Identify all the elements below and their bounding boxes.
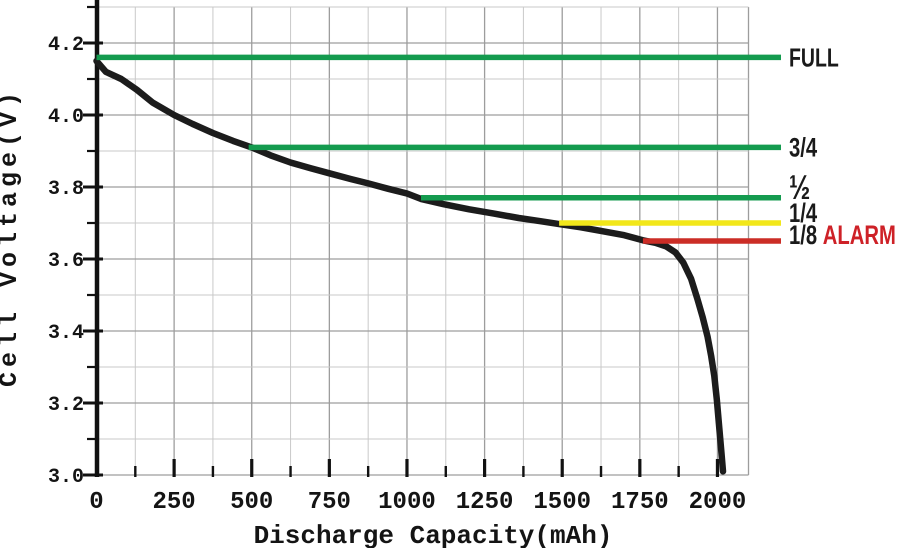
threshold-label-suffix-4: ALARM: [817, 220, 896, 251]
x-tick-label: 500: [230, 489, 273, 516]
x-tick-label: 1750: [611, 489, 669, 516]
y-tick-label: 3.4: [48, 322, 84, 345]
x-tick-label: 750: [308, 489, 351, 516]
threshold-label-4: 1/8 ALARM: [789, 220, 896, 251]
y-tick-label: 4.2: [48, 34, 84, 57]
x-tick-label: 1000: [378, 489, 436, 516]
x-tick-label: 0: [89, 489, 103, 516]
y-tick-label: 3.2: [48, 394, 84, 417]
threshold-lines-layer: [96, 54, 781, 244]
threshold-label-3: 1/4: [789, 198, 818, 229]
x-tick-label: 1500: [533, 489, 591, 516]
threshold-label-1: 3/4: [789, 133, 818, 164]
threshold-label-2: ½: [789, 169, 810, 206]
curve-layer: [93, 57, 727, 475]
x-axis-title: Discharge Capacity(mAh): [254, 521, 613, 548]
y-tick-label: 3.0: [48, 466, 84, 489]
y-axis-title: Cell Voltage(V): [0, 87, 24, 387]
threshold-label-0: FULL: [789, 43, 839, 72]
ticks-layer: [83, 5, 720, 477]
y-tick-label: 4.0: [48, 106, 84, 129]
y-tick-label: 3.8: [48, 178, 84, 201]
tick-labels-layer: 4.2 4.0 3.8 3.6 3.4 3.2 3.00 250 500 750 1000 1250 1…: [48, 34, 746, 516]
x-tick-label: 250: [153, 489, 196, 516]
x-tick-label: 1250: [456, 489, 514, 516]
discharge-curve: [93, 57, 727, 475]
threshold-labels-layer: FULL 3/4 ½1/41/8 ALARM: [789, 43, 896, 251]
x-tick-label: 2000: [689, 489, 747, 516]
y-tick-label: 3.6: [48, 250, 84, 273]
